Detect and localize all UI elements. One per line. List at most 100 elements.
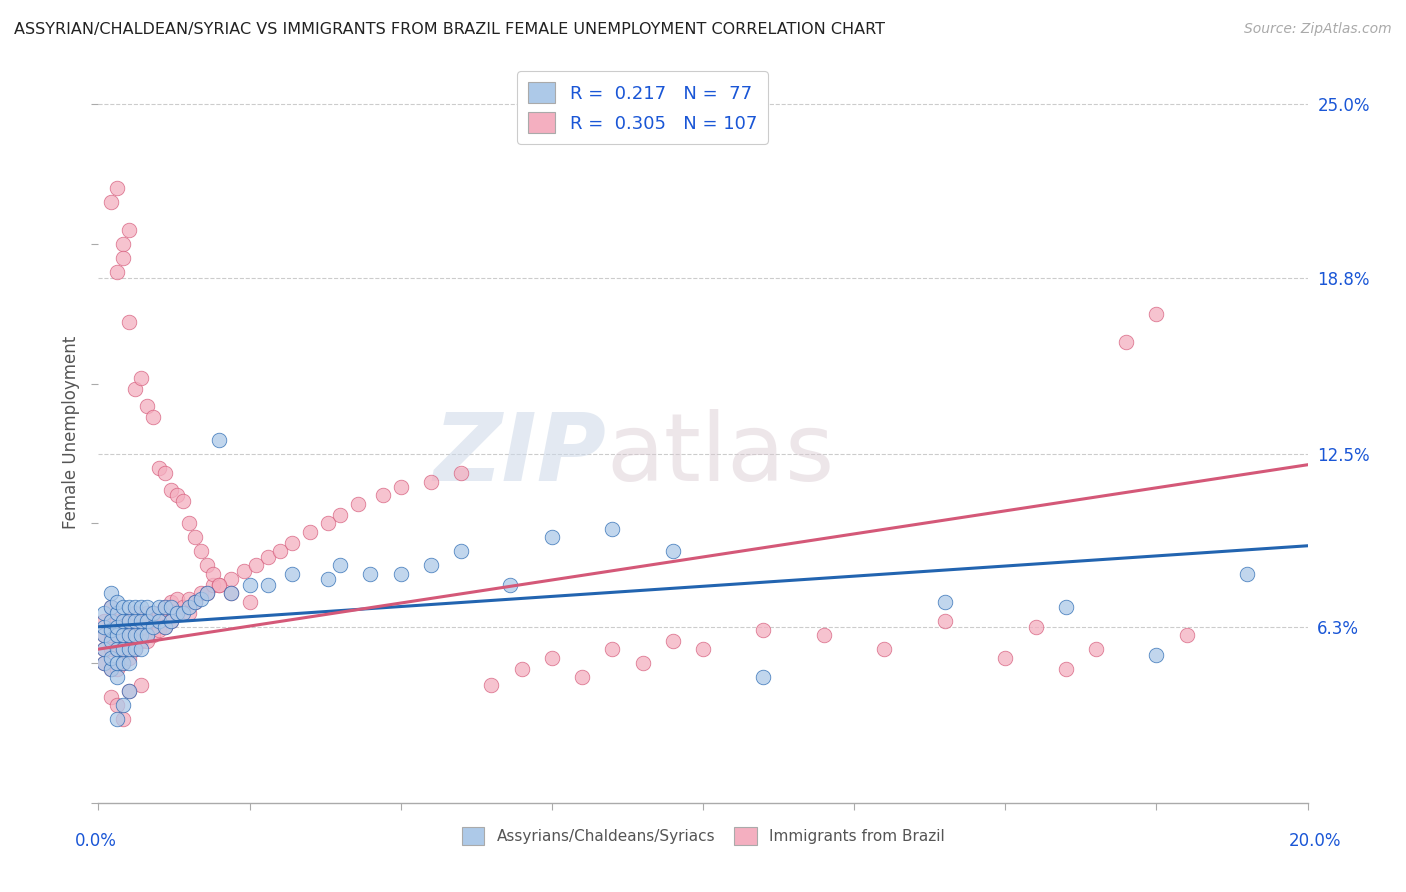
Point: [179, 591, 201, 606]
Point: [221, 586, 243, 600]
Point: [142, 606, 165, 620]
Point: [93, 620, 115, 634]
Point: [256, 578, 278, 592]
Point: [813, 628, 835, 642]
Point: [142, 620, 165, 634]
Point: [1144, 307, 1167, 321]
Point: [118, 684, 141, 698]
Point: [172, 600, 194, 615]
Point: [105, 265, 128, 279]
Point: [111, 712, 134, 726]
Point: [420, 558, 443, 573]
Point: [371, 488, 394, 502]
Point: [118, 628, 141, 642]
Point: [994, 650, 1017, 665]
Point: [692, 642, 714, 657]
Point: [100, 662, 122, 676]
Point: [316, 572, 339, 586]
Point: [602, 642, 624, 657]
Point: [100, 628, 122, 642]
Point: [172, 494, 194, 508]
Point: [179, 516, 201, 531]
Point: [100, 614, 122, 628]
Point: [190, 591, 212, 606]
Point: [105, 594, 128, 608]
Point: [299, 524, 322, 539]
Point: [93, 628, 115, 642]
Point: [153, 620, 176, 634]
Text: Source: ZipAtlas.com: Source: ZipAtlas.com: [1244, 22, 1392, 37]
Point: [269, 544, 291, 558]
Point: [160, 614, 183, 628]
Point: [184, 594, 207, 608]
Point: [93, 606, 115, 620]
Point: [347, 497, 370, 511]
Point: [934, 594, 956, 608]
Point: [129, 642, 152, 657]
Point: [184, 594, 207, 608]
Point: [124, 606, 146, 620]
Legend: Assyrians/Chaldeans/Syriacs, Immigrants from Brazil: Assyrians/Chaldeans/Syriacs, Immigrants …: [456, 821, 950, 851]
Point: [166, 606, 188, 620]
Point: [105, 181, 128, 195]
Point: [481, 678, 503, 692]
Point: [111, 600, 134, 615]
Point: [118, 315, 141, 329]
Point: [160, 594, 183, 608]
Point: [129, 600, 152, 615]
Point: [118, 628, 141, 642]
Point: [118, 656, 141, 670]
Point: [111, 642, 134, 657]
Point: [148, 614, 170, 628]
Point: [111, 614, 134, 628]
Point: [93, 642, 115, 657]
Point: [124, 628, 146, 642]
Point: [281, 566, 304, 581]
Point: [105, 628, 128, 642]
Point: [100, 600, 122, 615]
Point: [124, 382, 146, 396]
Point: [281, 536, 304, 550]
Point: [111, 628, 134, 642]
Point: [100, 586, 122, 600]
Point: [124, 614, 146, 628]
Point: [208, 578, 231, 592]
Point: [100, 690, 122, 704]
Point: [153, 466, 176, 480]
Point: [160, 614, 183, 628]
Point: [184, 530, 207, 544]
Point: [118, 650, 141, 665]
Point: [934, 614, 956, 628]
Point: [202, 578, 225, 592]
Point: [540, 650, 562, 665]
Point: [93, 656, 115, 670]
Point: [148, 623, 170, 637]
Point: [195, 558, 218, 573]
Point: [389, 566, 412, 581]
Point: [316, 516, 339, 531]
Point: [239, 578, 262, 592]
Point: [1085, 642, 1108, 657]
Point: [540, 530, 562, 544]
Point: [172, 606, 194, 620]
Point: [111, 642, 134, 657]
Point: [873, 642, 896, 657]
Point: [111, 628, 134, 642]
Point: [100, 633, 122, 648]
Point: [179, 600, 201, 615]
Point: [166, 606, 188, 620]
Point: [160, 600, 183, 615]
Point: [100, 195, 122, 210]
Point: [221, 586, 243, 600]
Point: [135, 606, 157, 620]
Point: [105, 620, 128, 634]
Point: [245, 558, 267, 573]
Point: [100, 600, 122, 615]
Point: [329, 508, 352, 522]
Point: [118, 684, 141, 698]
Point: [166, 488, 188, 502]
Point: [631, 656, 654, 670]
Point: [195, 586, 218, 600]
Point: [118, 642, 141, 657]
Point: [135, 399, 157, 413]
